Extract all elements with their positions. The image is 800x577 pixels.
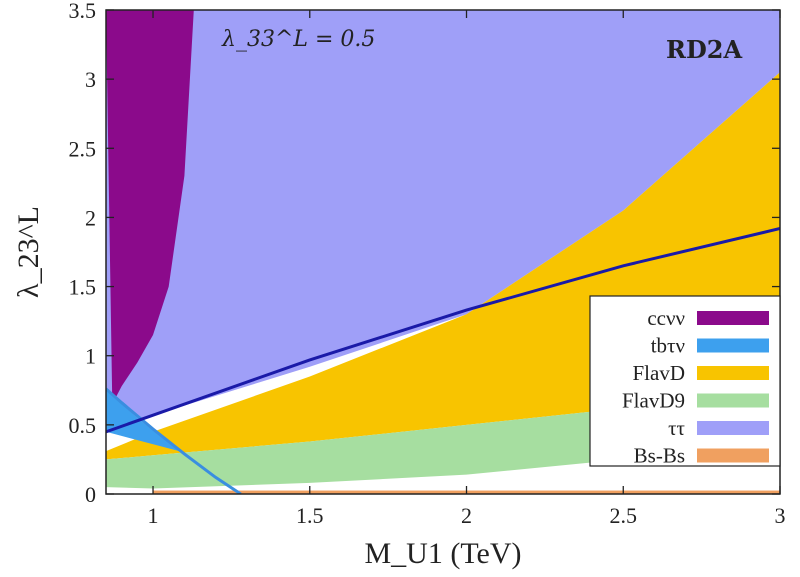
x-tick-label: 3	[775, 503, 786, 528]
legend-swatch-cc	[697, 311, 769, 325]
y-tick-label: 3	[85, 67, 96, 92]
legend-label-series: ττ	[668, 416, 685, 440]
x-tick-label: 1.5	[296, 503, 324, 528]
tbtaunu-boundary-line	[106, 387, 242, 494]
legend-swatch-flavd9	[697, 393, 769, 408]
x-tick-label: 2	[461, 503, 472, 528]
plot-frame	[105, 9, 781, 495]
y-tick-label: 1	[85, 344, 96, 369]
y-tick-label: 0	[85, 482, 96, 507]
y-tick-label: 3.5	[69, 0, 97, 23]
region-ccnunu	[106, 10, 194, 405]
y-axis-title: λ_23^L	[12, 206, 45, 298]
legend-label-tb: tbτν	[651, 334, 685, 358]
axis-ticks: 1 1.5 2 2.5 3 0 0.5 1 1.5 2 2.5 3 3.5	[69, 0, 786, 528]
x-tick-label: 1	[148, 503, 159, 528]
legend-swatch-series	[697, 421, 769, 435]
y-tick-label: 1.5	[69, 275, 97, 300]
coupling-annotation: λ_33^L = 0.5	[221, 27, 375, 52]
prediction-line	[106, 227, 780, 434]
legend-swatch-flavd	[697, 366, 769, 380]
y-tick-label: 2	[85, 205, 96, 230]
legend-swatch-bs-bs	[697, 448, 769, 463]
model-label: RD2A	[666, 35, 742, 64]
legend: ccνν tbτν FlavD FlavD9 ττ Bs-Bs	[589, 295, 781, 468]
legend-label-flavd: FlavD	[633, 361, 686, 385]
legend-swatch-tb	[697, 338, 769, 353]
y-tick-label: 0.5	[69, 413, 97, 438]
x-tick-label: 2.5	[610, 503, 638, 528]
y-tick-label: 2.5	[69, 136, 97, 161]
region-tbtaunu	[106, 388, 185, 453]
x-axis-title: M_U1 (TeV)	[364, 537, 521, 570]
legend-label-cc: ccνν	[647, 306, 685, 330]
legend-label-flavd9: FlavD9	[622, 389, 685, 413]
legend-label-bs-bs: Bs-Bs	[634, 444, 685, 468]
region-tautau	[106, 10, 780, 432]
